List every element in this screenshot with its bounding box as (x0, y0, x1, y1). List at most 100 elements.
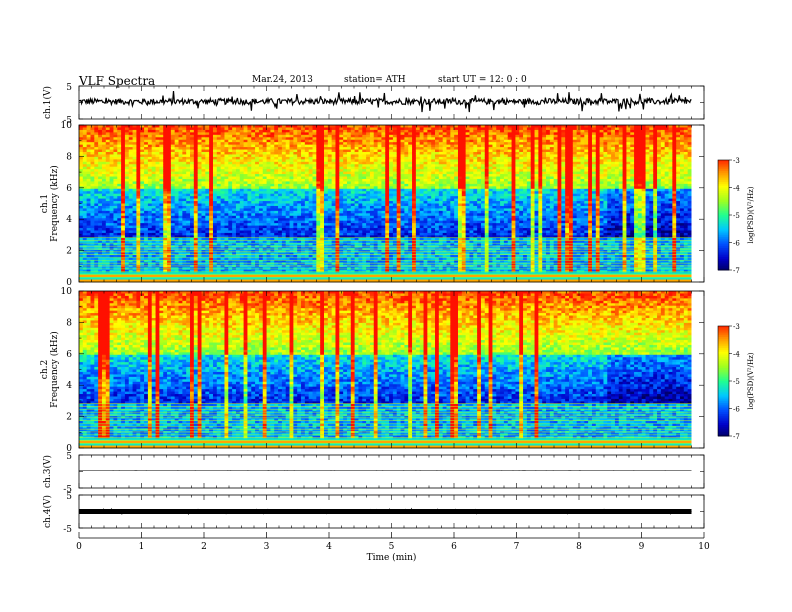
psd-cell (212, 191, 218, 195)
psd-cell (147, 181, 153, 185)
psd-cell (327, 274, 333, 278)
psd-cell (343, 147, 348, 150)
psd-cell (182, 178, 187, 182)
psd-cell (278, 142, 283, 146)
psd-cell (247, 269, 252, 273)
psd-cell (301, 203, 306, 207)
psd-cell (216, 262, 222, 266)
psd-cell (193, 132, 199, 136)
psd-cell (113, 235, 118, 239)
psd-cell (301, 215, 306, 219)
psd-cell (350, 181, 356, 185)
psd-cell (301, 262, 306, 266)
psd-cell (209, 174, 214, 177)
psd-cell (174, 230, 179, 234)
psd-cell (212, 178, 218, 182)
psd-cell (293, 139, 298, 143)
psd-cell (182, 147, 187, 150)
psd-cell (362, 255, 367, 258)
psd-cell (144, 193, 149, 197)
psd-cell (239, 159, 245, 163)
psd-cell (151, 277, 156, 280)
psd-cell (304, 218, 310, 222)
psd-cell (170, 259, 176, 263)
psd-cell (251, 151, 256, 155)
psd-cell (182, 193, 187, 197)
psd-cell (94, 242, 99, 246)
psd-cell (167, 262, 172, 266)
psd-cell (251, 178, 256, 182)
psd-cell (285, 171, 290, 175)
psd-cell (258, 169, 264, 173)
psd-cell (239, 269, 245, 273)
psd-cell (251, 262, 256, 266)
psd-cell (124, 228, 130, 231)
psd-cell (193, 169, 199, 173)
psd-cell (205, 198, 210, 202)
psd-cell (113, 210, 118, 214)
psd-cell (262, 149, 267, 153)
psd-cell (281, 188, 287, 192)
psd-cell (117, 218, 122, 222)
psd-cell (335, 259, 340, 263)
psd-cell (228, 188, 233, 192)
psd-cell (327, 134, 333, 138)
psd-cell (354, 134, 359, 138)
psd-cell (331, 129, 336, 133)
psd-cell (331, 213, 336, 217)
psd-cell (159, 137, 164, 141)
psd-cell (86, 164, 91, 168)
psd-cell (79, 228, 84, 231)
psd-cell (90, 237, 95, 241)
psd-cell (79, 213, 84, 217)
psd-cell (270, 252, 275, 256)
psd-cell (201, 176, 206, 180)
psd-cell (335, 237, 340, 241)
psd-cell (174, 218, 179, 222)
psd-cell (308, 171, 313, 175)
psd-cell (136, 127, 141, 131)
psd-cell (117, 198, 122, 202)
psd-cell (274, 218, 279, 222)
psd-cell (82, 235, 88, 239)
psd-cell (101, 203, 107, 207)
psd-cell (327, 272, 333, 276)
psd-cell (121, 245, 126, 249)
psd-cell (90, 203, 95, 207)
psd-cell (94, 183, 99, 187)
psd-cell (94, 259, 99, 263)
psd-cell (94, 127, 99, 131)
psd-cell (285, 208, 290, 212)
psd-cell (144, 125, 149, 128)
psd-cell (255, 134, 260, 138)
psd-cell (331, 220, 336, 224)
psd-cell (346, 252, 352, 256)
psd-cell (190, 203, 195, 207)
psd-cell (220, 252, 225, 256)
psd-cell (132, 232, 137, 236)
psd-cell (320, 230, 325, 234)
psd-cell (128, 269, 133, 273)
psd-cell (136, 277, 141, 280)
psd-cell (354, 223, 359, 226)
psd-cell (128, 174, 133, 177)
psd-cell (182, 262, 187, 266)
psd-cell (270, 178, 275, 182)
psd-cell (235, 188, 241, 192)
psd-cell (117, 161, 122, 165)
psd-cell (362, 125, 367, 128)
psd-cell (94, 176, 99, 180)
psd-cell (350, 259, 356, 263)
psd-cell (186, 144, 191, 148)
psd-cell (270, 193, 275, 197)
psd-cell (320, 208, 325, 212)
psd-cell (343, 262, 348, 266)
psd-cell (201, 142, 206, 146)
psd-cell (117, 178, 122, 182)
psd-cell (312, 154, 317, 158)
psd-cell (327, 144, 333, 148)
psd-cell (159, 205, 164, 209)
psd-cell (324, 191, 329, 195)
psd-cell (320, 137, 325, 141)
psd-cell (366, 228, 371, 231)
